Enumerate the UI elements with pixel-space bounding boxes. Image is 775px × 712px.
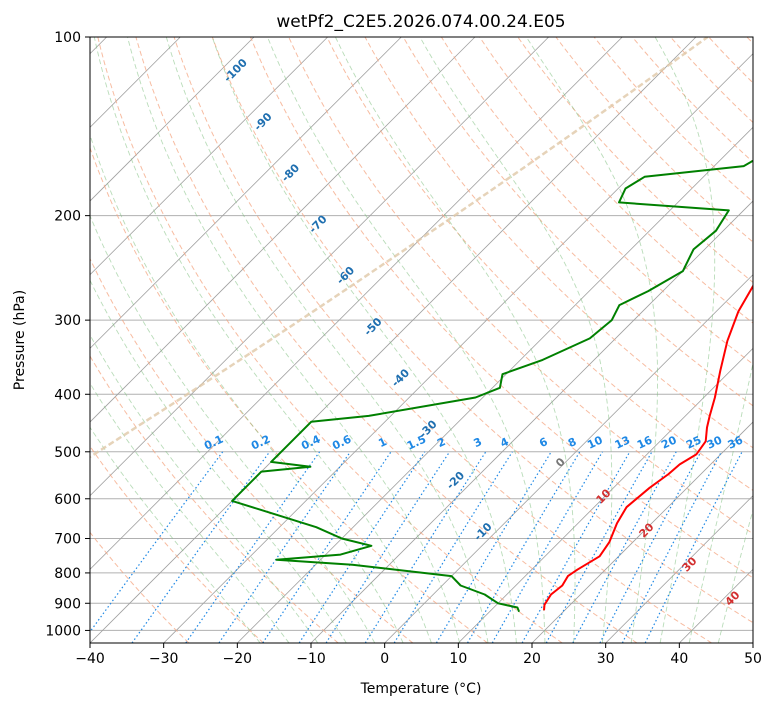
isotherm-line: [0, 37, 475, 643]
dry-adiabat-line: [0, 37, 264, 643]
isotherm-line: [0, 37, 254, 643]
isotherm-line: [237, 37, 775, 643]
dry-adiabat-label: -90: [251, 110, 274, 133]
dry-adiabat-line: [0, 37, 189, 643]
mixing-ratio-label: 0.2: [249, 433, 272, 453]
dry-adiabat-line: [518, 37, 775, 643]
chart-title: wetPf2_C2E5.2026.074.00.24.E05: [276, 12, 565, 32]
mixing-ratio-line: [622, 452, 721, 643]
x-axis-tick-label: −10: [296, 651, 326, 667]
isotherm-line: [0, 37, 401, 643]
moist-adiabat-line: [268, 37, 546, 643]
isotherm-line: [311, 37, 775, 643]
x-axis-tick-label: −20: [223, 651, 253, 667]
mixing-ratio-label: 36: [726, 433, 746, 451]
moist-adiabat-line: [166, 37, 488, 643]
moist-adiabat-line: [420, 37, 612, 643]
y-axis-tick-label: 200: [54, 209, 81, 225]
mixing-ratio-label: 8: [566, 435, 578, 450]
mixing-ratio-label: 30: [705, 433, 725, 451]
y-axis-label: Pressure (hPa): [12, 290, 28, 390]
dry-adiabat-line: [556, 37, 775, 643]
x-axis-label: Temperature (°C): [360, 681, 482, 697]
dry-adiabat-label: -20: [444, 469, 467, 492]
isotherm-line: [532, 37, 775, 643]
mixing-ratio-line: [326, 452, 450, 643]
x-axis-tick-label: 20: [523, 651, 541, 667]
dry-adiabat-label: -80: [279, 161, 302, 184]
mixing-ratio-line: [600, 452, 701, 643]
mixing-ratio-label: 6: [537, 435, 550, 450]
dry-adiabat-line: [632, 37, 775, 643]
dry-adiabat-line: [671, 37, 775, 643]
mixing-ratio-label: 2: [435, 435, 447, 450]
x-axis-tick-label: 50: [744, 651, 762, 667]
isotherm-line: [16, 37, 622, 643]
y-axis-tick-label: 600: [54, 492, 81, 508]
mixing-ratio-label: 3: [472, 435, 484, 450]
mixing-ratio-label: 20: [659, 433, 679, 451]
mixing-ratio-line: [82, 452, 223, 643]
isotherm-line: [0, 37, 328, 643]
y-axis-tick-label: 900: [54, 596, 81, 612]
mixing-ratio-line: [219, 452, 350, 643]
moist-adiabat-line: [128, 37, 460, 643]
dry-adiabat-label: -100: [221, 56, 250, 85]
mixing-ratio-label: 0.4: [299, 432, 322, 452]
dry-adiabat-line: [441, 37, 775, 643]
dry-adiabat-line: [136, 37, 637, 643]
moist-adiabat-label: 20: [637, 520, 657, 540]
x-axis-tick-label: 40: [670, 651, 688, 667]
dry-adiabat-label: -10: [471, 520, 494, 543]
background-lines: [0, 37, 775, 643]
profile-layer: [232, 37, 775, 612]
x-axis-tick-label: −40: [75, 651, 105, 667]
y-axis-tick-label: 400: [54, 387, 81, 403]
y-axis-tick-label: 300: [54, 313, 81, 329]
dry-adiabat-label: -50: [361, 315, 384, 338]
x-axis-tick-label: 0: [380, 651, 389, 667]
dry-adiabat-line: [327, 37, 775, 643]
moist-adiabat-label: 40: [723, 588, 743, 608]
moist-adiabat-label: 10: [594, 486, 614, 506]
y-axis-tick-label: 700: [54, 532, 81, 548]
mixing-ratio-label: 13: [613, 434, 632, 452]
mixing-ratio-line: [299, 452, 425, 643]
moist-adiabat-line: [689, 37, 775, 643]
isotherm-line: [606, 37, 775, 643]
x-axis: −40 −30 −20 −10 0 10 20 30 40 50: [75, 643, 762, 667]
x-axis-tick-label: −30: [149, 651, 179, 667]
mixing-ratio-line: [263, 452, 391, 643]
dry-adiabat-line: [21, 37, 413, 643]
y-axis: 100 200 300 400 500 600 700 800 900 1000: [45, 30, 90, 639]
dewpoint-profile-line: [232, 37, 775, 612]
dry-adiabat-line: [212, 37, 775, 643]
dry-adiabat-line: [0, 37, 338, 643]
dry-adiabat-line: [594, 37, 775, 643]
dry-adiabat-line: [709, 37, 775, 643]
y-axis-tick-label: 1000: [45, 623, 81, 639]
moist-adiabat-line: [0, 37, 260, 643]
temperature-profile-line: [544, 37, 775, 610]
y-axis-tick-label: 100: [54, 30, 81, 46]
dry-adiabat-line: [60, 37, 488, 643]
moist-adiabat-line: [655, 37, 715, 643]
mixing-ratio-label: 10: [585, 433, 605, 451]
x-axis-tick-label: 30: [597, 651, 615, 667]
y-axis-tick-label: 500: [54, 445, 81, 461]
dry-adiabat-label: -40: [389, 366, 412, 389]
isotherm-line: [753, 37, 775, 643]
dry-adiabat-line: [403, 37, 775, 643]
moist-adiabat-line: [526, 37, 657, 643]
dry-adiabat-line: [747, 37, 775, 643]
y-axis-tick-label: 800: [54, 566, 81, 582]
isotherm-line: [90, 37, 696, 643]
x-axis-tick-label: 10: [449, 651, 467, 667]
dry-adiabat-line: [480, 37, 775, 643]
moist-adiabat-label: 30: [680, 554, 700, 574]
